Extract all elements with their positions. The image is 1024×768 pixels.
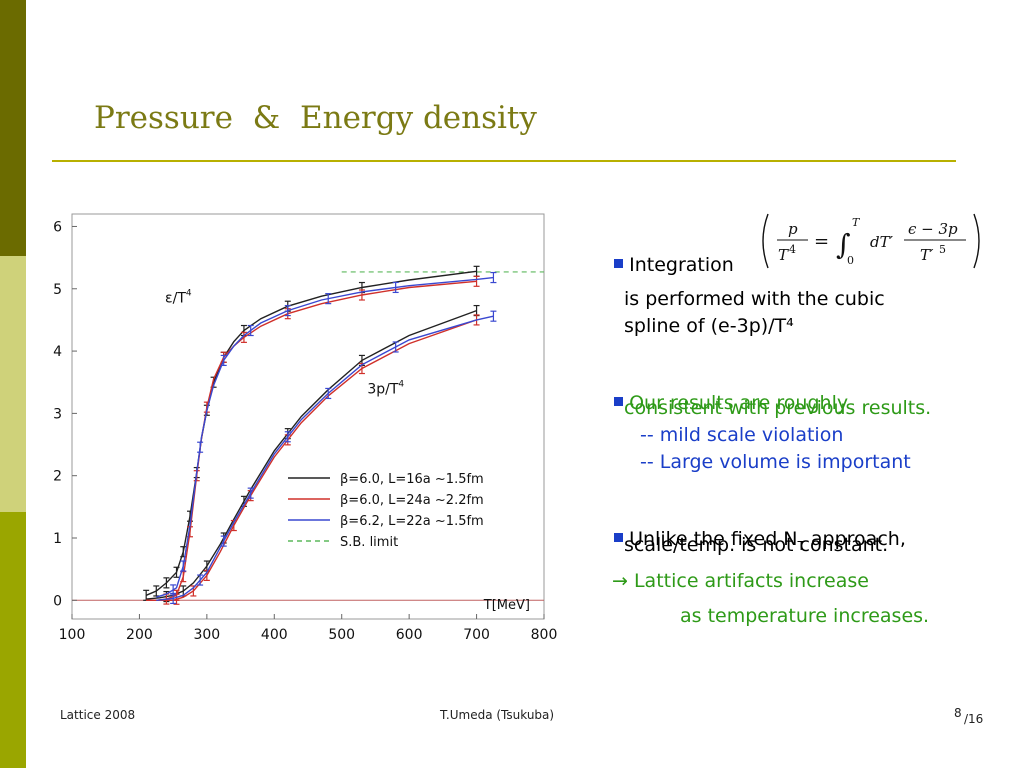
integration-formula-svg: p T 4 = ∫ T 0 dT′ ϵ − 3p T′ 5: [762, 213, 980, 269]
x-tick-label: 400: [261, 627, 288, 643]
y-tick-label: 2: [53, 469, 62, 485]
bullet-artifacts-line1: → Lattice artifacts increase: [612, 570, 869, 592]
bullet-unlike: Unlike the fixed NT approach,: [602, 506, 906, 553]
x-tick-label: 800: [531, 627, 558, 643]
formula-right-paren: [973, 213, 980, 269]
bullet-integration-line3: spline of (e-3p)/T⁴: [624, 315, 794, 337]
y-tick-label: 5: [53, 282, 62, 298]
bullet-integration-line2: is performed with the cubic: [624, 288, 885, 310]
y-tick-label: 3: [53, 406, 62, 422]
footer-page-number: 8: [954, 706, 962, 720]
svg-text:=: =: [814, 231, 829, 252]
x-tick-label: 500: [328, 627, 355, 643]
footer-conference: Lattice 2008: [60, 708, 136, 722]
x-tick-label: 600: [396, 627, 423, 643]
bullet-results-line3: -- mild scale violation: [640, 424, 844, 446]
formula-left-paren: [762, 213, 769, 269]
bullet-artifacts-line2: as temperature increases.: [680, 605, 930, 627]
bullet-integration-label: Integration: [629, 254, 734, 276]
y-tick-label: 6: [53, 219, 62, 235]
legend-label-1: β=6.0, L=24a ~2.2fm: [340, 493, 484, 508]
svg-text:∫: ∫: [836, 228, 851, 261]
bullet-unlike-post: approach,: [804, 528, 906, 550]
svg-text:0: 0: [847, 254, 854, 267]
bullet-square-icon: [614, 259, 624, 268]
x-tick-label: 200: [126, 627, 153, 643]
footer-page-total: /16: [964, 712, 984, 726]
svg-text:4: 4: [789, 243, 796, 256]
bullet-square-icon: [614, 533, 624, 542]
x-tick-label: 100: [59, 627, 86, 643]
bullet-unlike-line2: scale/temp. is not constant.: [624, 534, 889, 556]
svg-text:ϵ − 3p: ϵ − 3p: [908, 220, 958, 238]
y-tick-label: 4: [53, 344, 62, 360]
y-tick-label: 0: [53, 593, 62, 609]
y-tick-label: 1: [53, 531, 62, 547]
chart-svg: 100 200 300 400 500 600 700 800 0 1 2 3 4 5 6 T[MeV] ε/T…: [53, 213, 558, 643]
bullet-results-line4: -- Large volume is important: [640, 451, 911, 473]
legend-label-3: S.B. limit: [340, 535, 398, 550]
svg-text:T: T: [852, 216, 861, 229]
bullet-integration: Integration: [602, 232, 734, 276]
x-tick-label: 300: [193, 627, 220, 643]
bullet-results: Our results are roughly: [602, 370, 848, 414]
chart: 100 200 300 400 500 600 700 800 0 1 2 3 4 5 6 T[MeV] ε/T…: [44, 208, 564, 648]
side-band-top: [0, 0, 26, 256]
svg-text:T: T: [778, 246, 789, 264]
integration-formula: p T 4 = ∫ T 0 dT′ ϵ − 3p T′ 5: [756, 210, 988, 272]
bullet-unlike-pre: Unlike the fixed N: [629, 528, 798, 550]
svg-text:p: p: [788, 220, 798, 238]
svg-text:dT′: dT′: [870, 233, 894, 251]
svg-text:T′: T′: [920, 246, 934, 264]
bullet-square-icon: [614, 397, 624, 406]
curve-label-0: ε/T4: [165, 288, 192, 306]
side-band-middle: [0, 256, 26, 512]
title-rule: [52, 160, 956, 162]
curve-label-sup: 4: [398, 379, 404, 389]
bullet-unlike-sub: T: [797, 538, 805, 553]
bullet-results-line2: consistent with previous results.: [624, 397, 932, 419]
side-band-bottom: [0, 512, 26, 768]
footer-author: T.Umeda (Tsukuba): [440, 708, 555, 722]
x-axis-label: T[MeV]: [483, 598, 530, 613]
legend-label-0: β=6.0, L=16a ~1.5fm: [340, 472, 484, 487]
svg-text:5: 5: [939, 243, 946, 256]
slide-title: Pressure & Energy density: [94, 100, 537, 136]
curve-label-1: 3p/T4: [367, 379, 404, 397]
bullet-results-line1: Our results are roughly: [629, 392, 849, 414]
curve-label-sup: 4: [186, 288, 192, 298]
x-tick-label: 700: [463, 627, 490, 643]
legend-label-2: β=6.2, L=22a ~1.5fm: [340, 514, 484, 529]
